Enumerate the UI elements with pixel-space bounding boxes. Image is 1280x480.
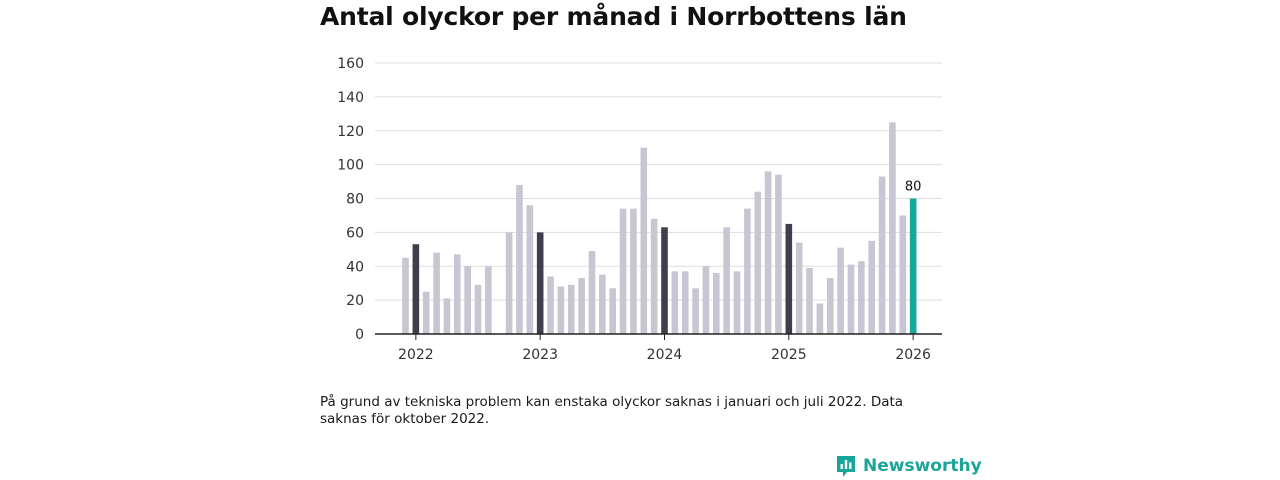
bar-2023-04 (567, 284, 575, 334)
bar-2024-04 (692, 288, 699, 334)
bar-2024-03 (681, 271, 689, 334)
data-labels: 80 (905, 180, 922, 195)
x-tick-label: 2024 (647, 347, 683, 363)
bar-2023-03 (557, 286, 565, 334)
bar-2025-09 (868, 240, 875, 334)
y-tick-label: 40 (346, 259, 364, 275)
bar-2025-04 (816, 303, 824, 334)
y-tick-label: 60 (346, 225, 364, 241)
x-axis-ticks: 2022 2023 2024 2025 2026 (398, 334, 931, 363)
bar-2023-11 (640, 147, 648, 334)
bar-2024-02 (671, 271, 679, 334)
bar-2026-01 (909, 198, 917, 334)
bar-2023-10 (630, 208, 637, 334)
bar-2022-06 (464, 266, 471, 334)
bar-2023-07 (599, 274, 606, 334)
bar-2022-10 (505, 232, 513, 335)
x-tick-label: 2022 (398, 347, 434, 363)
bar-2025-06 (837, 247, 844, 334)
bar-2025-03 (806, 267, 813, 334)
bar-2025-07 (847, 264, 855, 334)
bar-2025-05 (826, 278, 834, 334)
bar-2022-12 (526, 205, 534, 334)
bar-2023-06 (588, 251, 596, 334)
y-tick-label: 120 (337, 124, 364, 140)
y-tick-label: 0 (355, 327, 364, 343)
bar-2022-08 (485, 266, 492, 334)
bar-2025-01 (785, 223, 793, 334)
bar-2022-11 (516, 184, 523, 334)
y-tick-label: 20 (346, 293, 364, 309)
bar-2021-12 (402, 257, 409, 334)
bar-2024-09 (744, 208, 751, 334)
bars (402, 122, 917, 335)
bar-2025-11 (889, 122, 896, 334)
bar-2024-05 (702, 266, 710, 334)
bar-2024-07 (723, 227, 730, 334)
newsworthy-logo-icon (837, 456, 855, 477)
bar-2022-02 (422, 291, 430, 334)
bar-2022-07 (474, 284, 482, 334)
chart-title: Antal olyckor per månad i Norrbottens lä… (320, 2, 907, 31)
bar-2024-08 (733, 271, 741, 334)
bar-2023-09 (619, 208, 627, 334)
bar-2024-12 (775, 174, 782, 334)
bar-2025-10 (878, 176, 886, 334)
x-tick-label: 2026 (895, 347, 931, 363)
x-tick-label: 2023 (522, 347, 558, 363)
y-tick-label: 160 (337, 56, 364, 72)
bar-2024-06 (713, 273, 720, 334)
bar-2022-04 (443, 298, 451, 334)
bar-2025-12 (899, 215, 907, 334)
latest-value-label: 80 (905, 180, 922, 195)
y-tick-label: 140 (337, 90, 364, 106)
bar-2024-10 (754, 191, 762, 334)
y-tick-label: 100 (337, 158, 364, 174)
bar-2025-02 (795, 242, 803, 334)
x-tick-label: 2025 (771, 347, 807, 363)
bar-2022-05 (454, 254, 461, 334)
bar-2023-08 (609, 288, 616, 334)
bar-2023-01 (536, 232, 544, 335)
bar-2023-05 (578, 278, 585, 334)
bar-2023-02 (547, 276, 554, 334)
bar-2023-12 (650, 218, 658, 334)
bar-2022-01 (412, 244, 420, 334)
bar-2024-01 (661, 227, 668, 334)
y-axis-ticks: 0 20 40 60 80 100 120 140 160 (337, 56, 364, 343)
footnote: På grund av tekniska problem kan enstaka… (320, 394, 904, 427)
bar-2022-03 (433, 252, 440, 334)
bar-2025-08 (858, 261, 865, 334)
brand-name: Newsworthy (863, 456, 982, 476)
y-tick-label: 80 (346, 192, 364, 208)
brand-logo[interactable]: Newsworthy (835, 454, 982, 478)
bar-2024-11 (764, 171, 772, 334)
